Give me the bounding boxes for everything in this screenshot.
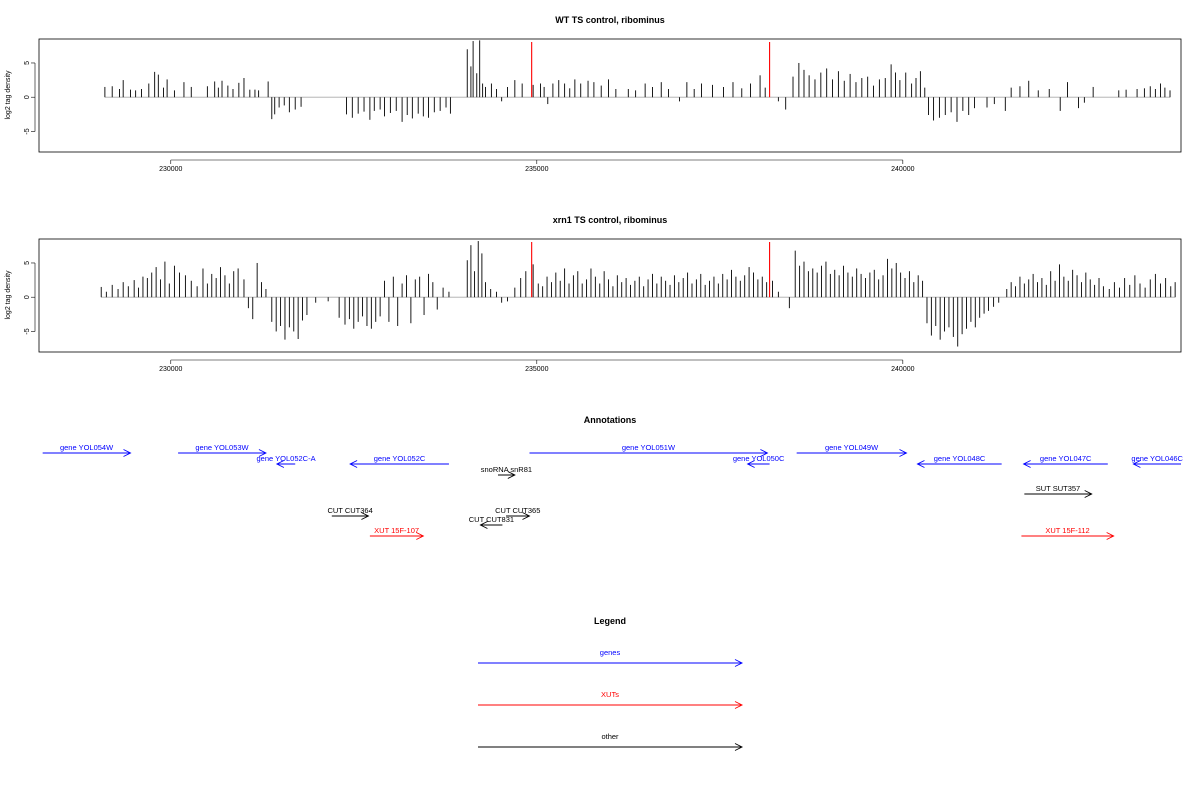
feature-label: CUT CUT831 — [469, 515, 514, 524]
feature-label: SUT SUT357 — [1036, 484, 1080, 493]
feature-label: gene YOL050C — [733, 454, 785, 463]
feature-label: gene YOL048C — [934, 454, 986, 463]
legend-label: XUTs — [601, 690, 619, 699]
feature-arrowhead — [507, 471, 516, 479]
feature-arrowhead — [361, 512, 370, 520]
feature-arrowhead — [416, 532, 425, 540]
feature-label: gene YOL051W — [622, 443, 676, 452]
y-axis-label: log2 tag density — [5, 270, 12, 320]
plot-frame — [38, 38, 1182, 153]
feature-arrowhead — [275, 460, 285, 468]
y-tick-label: -5 — [24, 128, 31, 134]
feature-label: CUT CUT364 — [327, 506, 372, 515]
legend-arrowhead — [734, 701, 744, 709]
feature-arrowhead — [746, 460, 755, 468]
feature-arrowhead — [760, 449, 769, 457]
y-axis-label: log2 tag density — [5, 70, 12, 120]
feature-label: gene YOL052C-A — [257, 454, 316, 463]
feature-arrowhead — [258, 449, 267, 457]
x-tick-label: 240000 — [891, 166, 914, 173]
x-tick-label: 235000 — [525, 166, 548, 173]
legend-title: Legend — [594, 616, 626, 626]
y-tick-label: -5 — [24, 328, 31, 334]
feature-arrowhead — [899, 449, 908, 457]
legend-label: genes — [600, 648, 621, 657]
y-tick-label: 5 — [24, 61, 31, 65]
y-tick-label: 5 — [24, 261, 31, 265]
legend-arrowhead — [734, 659, 744, 667]
y-tick-label: 0 — [24, 295, 31, 299]
plot-frame — [38, 238, 1182, 353]
feature-arrowhead — [1084, 490, 1093, 498]
x-tick-label: 230000 — [159, 366, 182, 373]
feature-arrowhead — [522, 512, 531, 520]
feature-arrowhead — [479, 521, 488, 529]
feature-arrowhead — [1132, 460, 1141, 468]
panel-title: xrn1 TS control, ribominus — [553, 215, 668, 225]
x-tick-label: 240000 — [891, 366, 914, 373]
legend-label: other — [601, 732, 619, 741]
legend: Legend genes XUTs other — [478, 616, 744, 751]
feature-label: CUT CUT365 — [495, 506, 540, 515]
annotations-title: Annotations — [584, 415, 637, 425]
x-tick-label: 235000 — [525, 366, 548, 373]
feature-label: gene YOL053W — [195, 443, 249, 452]
feature-label: XUT 15F-112 — [1045, 526, 1089, 535]
feature-label: XUT 15F-107 — [374, 526, 419, 535]
feature-label: gene YOL046C — [1131, 454, 1183, 463]
legend-arrowhead — [734, 743, 744, 751]
annotations-track: Annotations gene YOL054W gene YOL053W gene… — [42, 415, 1184, 540]
panel-title: WT TS control, ribominus — [555, 15, 665, 25]
feature-label: snoRNA snR81 — [481, 465, 532, 474]
feature-arrowhead — [1022, 460, 1031, 468]
feature-label: gene YOL049W — [825, 443, 879, 452]
y-tick-label: 0 — [24, 95, 31, 99]
feature-arrowhead — [916, 460, 925, 468]
feature-arrowhead — [1106, 532, 1115, 540]
wt-density-panel: WT TS control, ribominus log2 tag densit… — [5, 15, 1182, 173]
feature-label: gene YOL052C — [374, 454, 426, 463]
x-tick-label: 230000 — [159, 166, 182, 173]
feature-label: gene YOL054W — [60, 443, 114, 452]
feature-arrowhead — [349, 460, 358, 468]
xrn1-density-panel: xrn1 TS control, ribominus log2 tag dens… — [5, 215, 1182, 373]
feature-arrowhead — [123, 449, 132, 457]
feature-label: gene YOL047C — [1040, 454, 1092, 463]
